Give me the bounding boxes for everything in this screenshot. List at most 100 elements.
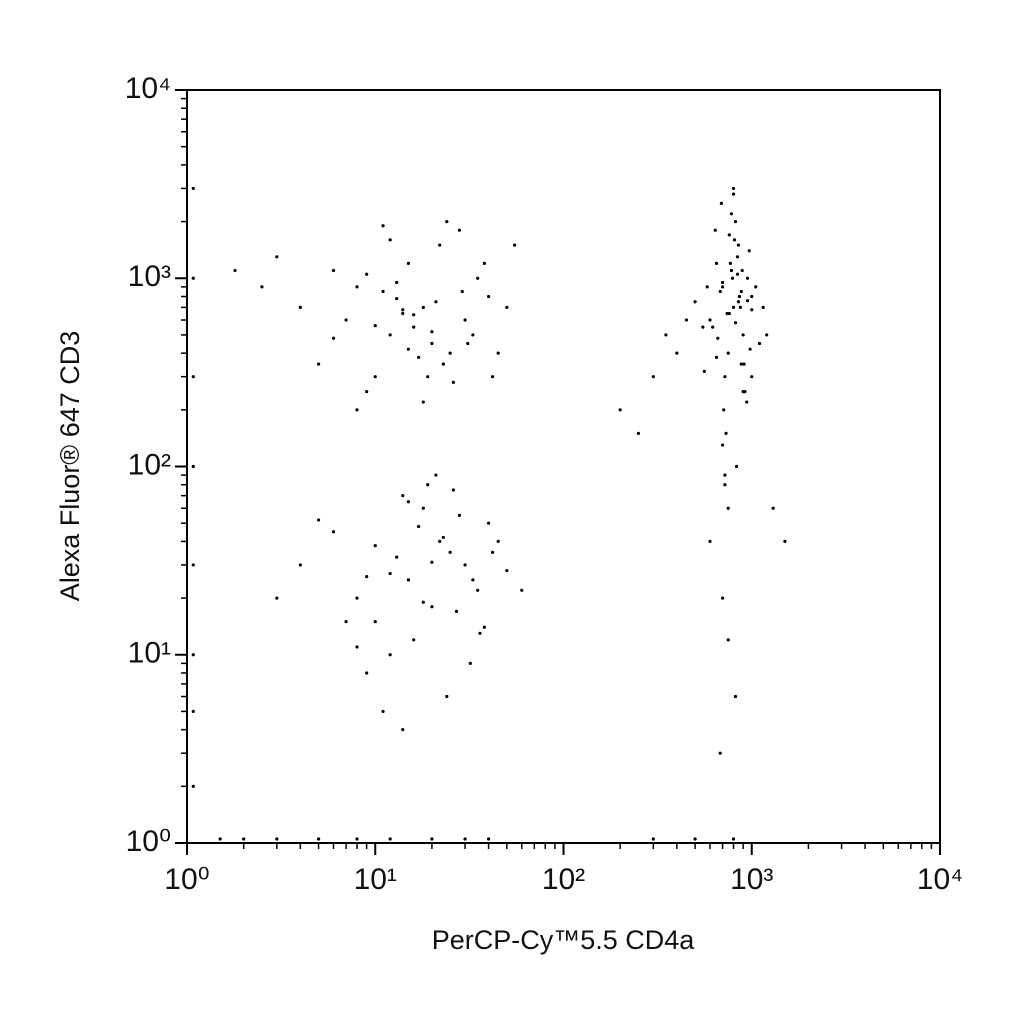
dot (421, 305, 425, 310)
dot (412, 325, 416, 329)
dot (726, 506, 730, 510)
dot (731, 186, 736, 191)
dot (476, 276, 480, 280)
dot (406, 347, 410, 351)
x-axis-label: PerCP-Cy™5.5 CD4a (432, 925, 696, 955)
dot (750, 294, 754, 299)
dot (434, 473, 438, 477)
dot (421, 400, 425, 404)
dot (381, 224, 385, 228)
dot (388, 837, 392, 841)
dot (486, 294, 491, 299)
dot (381, 289, 385, 294)
dot (722, 408, 726, 412)
dot (463, 318, 467, 322)
dot (421, 600, 425, 604)
dot (708, 318, 712, 322)
dot (401, 308, 405, 312)
dot (783, 539, 787, 544)
dot (438, 539, 442, 544)
dot (344, 620, 348, 624)
dot (719, 201, 724, 205)
dot (513, 243, 517, 247)
y-axis-label: Alexa Fluor® 647 CD3 (55, 331, 85, 602)
dot (741, 389, 745, 394)
dot (406, 500, 410, 504)
dot (736, 243, 741, 247)
dot (739, 289, 743, 294)
dot (651, 837, 655, 841)
dot (373, 324, 377, 328)
dot (417, 524, 421, 529)
dot (242, 837, 246, 841)
dot (395, 280, 399, 285)
dot (765, 333, 769, 337)
dot (732, 238, 737, 242)
dot (496, 351, 500, 355)
dot (438, 243, 442, 247)
dot (476, 588, 480, 592)
dot (745, 400, 749, 404)
dot (737, 294, 742, 299)
dot (275, 837, 279, 841)
x-tick-label: 10² (542, 863, 585, 896)
dot (731, 192, 736, 196)
dot (745, 276, 750, 280)
dot (651, 375, 655, 379)
dot (731, 837, 736, 841)
dot (726, 351, 730, 355)
dot (701, 325, 705, 329)
dot (417, 355, 421, 359)
dot (448, 550, 452, 554)
dot (471, 333, 475, 337)
dot (463, 837, 467, 841)
dot (355, 408, 359, 412)
dot (191, 709, 195, 714)
dot (355, 285, 359, 289)
x-tick-label: 10³ (730, 863, 773, 896)
dot (720, 280, 725, 285)
plot-frame (186, 89, 941, 844)
dot (730, 276, 735, 280)
dot (771, 506, 775, 510)
dot (457, 513, 462, 517)
dot (316, 362, 321, 366)
dot (705, 285, 709, 289)
dot (454, 609, 459, 613)
dot (716, 336, 720, 340)
dot (490, 375, 495, 379)
dot (740, 268, 744, 273)
dot (451, 488, 455, 492)
dot (466, 341, 470, 346)
dot (693, 300, 697, 304)
dot (478, 631, 482, 635)
dot (482, 625, 486, 629)
dot (191, 784, 195, 788)
dot (725, 311, 729, 316)
dot (430, 837, 434, 841)
dot (754, 285, 758, 289)
dot (714, 261, 719, 265)
dot (727, 233, 731, 237)
dot (738, 305, 742, 310)
dot (748, 347, 752, 351)
dot (401, 728, 405, 732)
dot (426, 483, 430, 487)
dot (401, 311, 405, 316)
dot (723, 473, 727, 477)
dot (757, 341, 762, 346)
dot (733, 219, 738, 224)
dot (693, 837, 697, 841)
dot (388, 571, 392, 576)
dot (344, 318, 348, 322)
dot (365, 575, 369, 579)
dot (724, 431, 728, 435)
dot (395, 555, 399, 559)
dot (441, 362, 445, 366)
dot (275, 255, 279, 259)
dot (218, 837, 222, 841)
dot (468, 661, 472, 665)
x-tick-label: 10⁰ (164, 863, 209, 896)
dot (401, 494, 405, 498)
dot (388, 238, 392, 242)
